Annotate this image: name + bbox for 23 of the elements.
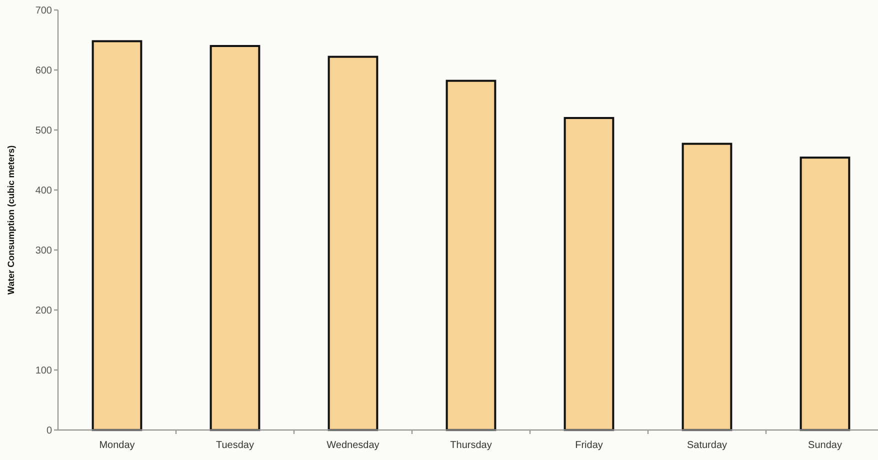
y-tick-label: 100	[35, 366, 52, 376]
bar	[210, 45, 260, 431]
y-tick-label: 600	[35, 66, 52, 76]
bar	[328, 56, 378, 431]
bar	[92, 40, 142, 431]
x-tick-label: Thursday	[450, 440, 492, 451]
y-tick-label: 200	[35, 306, 52, 316]
bar	[682, 142, 732, 431]
x-tick-label: Saturday	[686, 440, 728, 451]
x-tick-label: Tuesday	[216, 440, 254, 451]
x-tick-label: Sunday	[808, 440, 842, 451]
x-tick-label: Friday	[575, 440, 603, 451]
y-tick-label: 0	[46, 426, 52, 436]
y-tick-label: 400	[35, 186, 52, 196]
x-tick-label: Monday	[99, 440, 135, 451]
bar	[800, 156, 850, 431]
bar	[446, 80, 496, 431]
y-tick-label: 500	[35, 126, 52, 136]
y-axis-title: Water Consumption (cubic meters)	[6, 145, 16, 295]
y-tick-label: 700	[35, 6, 52, 16]
y-tick-label: 300	[35, 246, 52, 256]
bar	[564, 117, 614, 431]
x-tick-label: Wednesday	[326, 440, 380, 451]
